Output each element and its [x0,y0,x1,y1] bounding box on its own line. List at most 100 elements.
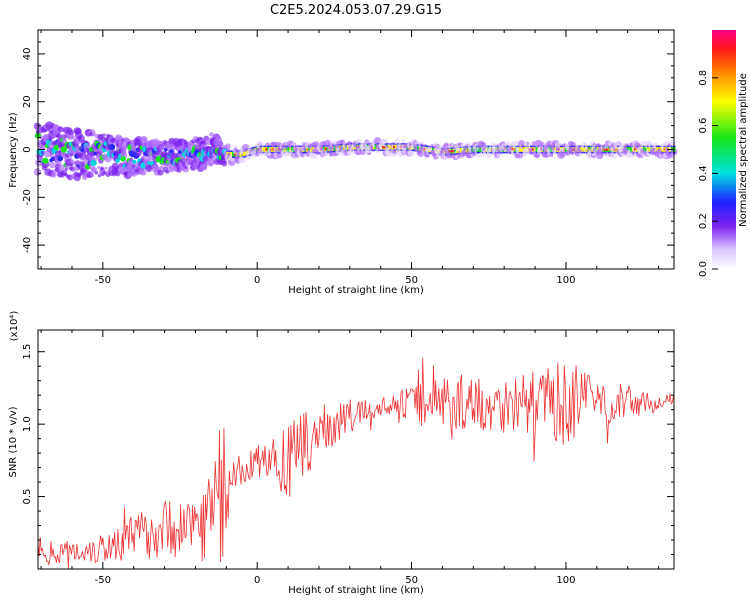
heatmap-cell [75,127,82,135]
heatmap-cell [307,147,311,152]
heatmap-cell [203,135,210,142]
heatmap-cell [91,167,96,173]
heatmap-cell [324,151,328,156]
heatmap-cell [99,166,105,171]
spectrogram-x-label: Height of straight line (km) [288,285,424,296]
heatmap-cell [291,142,296,146]
heatmap-cell [287,147,291,152]
x-tick-label: -50 [95,575,111,586]
heatmap-cell [306,148,309,151]
heatmap-cell [208,159,215,165]
heatmap-cell [163,147,168,152]
heatmap-cell [104,166,108,170]
colorbar-tick-label: 0.8 [698,70,709,86]
heatmap-cell [140,169,147,176]
heatmap-cell [130,145,137,152]
heatmap-cell [276,152,283,159]
x-tick-label: 0 [254,575,260,586]
heatmap-cell [157,169,164,176]
heatmap-cell [230,151,233,157]
colorbar-label: Normalized spectral amplitude [738,73,749,227]
heatmap-cell [374,144,378,150]
heatmap-cell [94,171,99,175]
colorbar-gradient [712,30,736,269]
heatmap-cell [459,148,463,153]
heatmap-cell [606,148,609,151]
heatmap-cell [49,161,56,169]
heatmap-cell [57,155,64,162]
y-tick-label: 20 [22,95,33,108]
heatmap-cell [108,143,116,151]
spectrogram-y-label: Frequency (Hz) [8,112,19,188]
heatmap-cell [583,142,587,146]
heatmap-cell [522,153,527,158]
snr-y-label: SNR (10 * v/v) [8,406,19,477]
y-tick-label: 0.5 [22,489,33,505]
snr-y-multiplier: (x10⁴) [9,311,20,342]
heatmap-cell [609,151,618,159]
heatmap-cell [217,140,223,146]
heatmap-cell [132,159,137,164]
heatmap-cell [51,172,57,178]
heatmap-cell [243,151,246,157]
heatmap-cell [340,140,345,144]
heatmap-cell [48,128,52,132]
colorbar-ticks: 0.0 0.2 0.4 0.6 0.8 [698,70,718,277]
heatmap-cell [115,158,120,163]
x-tick-label: 50 [405,575,418,586]
heatmap-cell [239,155,247,164]
heatmap-cell [401,139,406,144]
heatmap-cell [160,165,164,169]
heatmap-cell [549,153,554,157]
heatmap-cell [582,147,585,152]
heatmap-cell [270,148,274,151]
heatmap-cell [89,172,95,178]
heatmap-cell [140,135,148,144]
y-tick-label: 1.0 [22,416,33,432]
heatmap-cell [578,152,582,157]
heatmap-cell [454,148,457,154]
spectrogram-panel: -50 0 50 100 -40 -20 0 20 40 Height of straight… [8,29,678,296]
heatmap-cell [233,153,237,156]
heatmap-cell [102,133,106,137]
heatmap-cell [663,148,667,151]
heatmap-cell [69,159,75,165]
y-tick-label: 40 [22,48,33,61]
heatmap-cell [248,155,253,160]
heatmap-cell [395,144,398,150]
y-tick-label: -40 [22,237,33,253]
heatmap-cell [513,148,517,151]
x-tick-label: -50 [95,275,111,286]
colorbar-tick-label: 0.6 [698,118,709,134]
heatmap-cell [496,153,502,159]
heatmap-cell [184,166,188,170]
colorbar-tick-label: 0.2 [698,213,709,229]
heatmap-cell [159,145,165,151]
heatmap-cell [534,139,543,148]
heatmap-cell [33,122,41,130]
snr-x-axis: -50 0 50 100 [40,330,660,586]
colorbar: 0.0 0.2 0.4 0.6 0.8 Normalized spectral ampl… [698,30,749,277]
x-tick-label: 0 [254,275,260,286]
heatmap-cell [291,147,294,152]
heatmap-cell [49,152,55,158]
x-tick-label: 50 [405,275,418,286]
heatmap-cell [180,157,187,165]
heatmap-cell [70,166,76,172]
heatmap-cell [265,148,268,151]
heatmap-cell [261,147,265,152]
heatmap-cell [630,147,633,152]
x-tick-label: 100 [556,275,575,286]
heatmap-cell [324,147,328,151]
heatmap-cell [645,147,648,152]
snr-y-axis: 0.5 1.0 1.5 [22,344,674,556]
heatmap-cell [520,147,524,152]
heatmap-cell [475,153,481,159]
heatmap-cell [382,145,385,149]
heatmap-cell [519,147,522,152]
heatmap-cell [129,157,134,162]
y-tick-label: 0 [22,146,33,152]
heatmap-cell [64,153,70,158]
